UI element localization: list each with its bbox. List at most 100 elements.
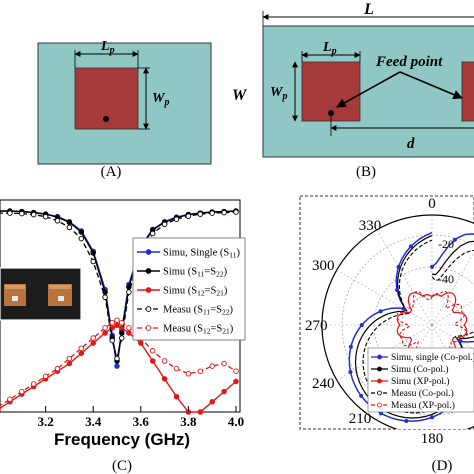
- series-point-1: [66, 219, 73, 226]
- caption-a: (A): [101, 164, 122, 180]
- series-point-3: [233, 209, 239, 215]
- series-point-3: [173, 216, 180, 222]
- panel-d: 0 330 300 270 240 210 180 -20 -40 Simu, single…: [299, 195, 474, 474]
- series-point-4: [78, 345, 85, 352]
- series-point-3: [109, 337, 115, 344]
- series-point-3: [7, 210, 13, 216]
- series-point-1: [78, 229, 85, 235]
- polar-angle-label: 270: [305, 318, 328, 334]
- feed-arrow-left: [336, 71, 401, 108]
- x-tick-label: 3.4: [85, 414, 102, 429]
- series-point-3: [114, 355, 120, 362]
- legend-label: Measu (S11=S22): [163, 305, 233, 317]
- series-point-2: [161, 376, 168, 382]
- polar-angle-label: 210: [349, 411, 372, 427]
- inset-photo: [0, 267, 82, 321]
- series-point-4: [102, 325, 108, 331]
- series-point-4: [221, 360, 227, 367]
- series-point-4: [119, 320, 125, 326]
- polar-legend-label: Simu (Co-pol.): [391, 364, 449, 375]
- series-point-2: [102, 330, 108, 336]
- polar-legend-label: Measu (XP-pol.): [391, 400, 455, 411]
- series-point-2: [114, 322, 120, 329]
- caption-d: (D): [432, 458, 453, 474]
- wp-label-a: Wp: [152, 91, 169, 108]
- series-point-2: [221, 388, 227, 395]
- polar-point: [408, 244, 413, 249]
- series-point-3: [161, 221, 168, 228]
- lp-label-b: Lp: [322, 40, 337, 57]
- series-point-3: [149, 230, 156, 237]
- series-point-2: [173, 393, 180, 400]
- feed-arrow-right: [399, 71, 463, 100]
- series-point-2: [197, 409, 204, 415]
- series-point-3: [221, 209, 227, 216]
- series-point-4: [19, 388, 25, 395]
- panel-b: L W Lp Wp Feed point d (B): [232, 1, 474, 180]
- series-point-1: [126, 284, 132, 290]
- series-point-2: [66, 360, 73, 367]
- polar-series-measu-co: [362, 239, 474, 414]
- radial-label-40: -40: [438, 272, 454, 286]
- radial-label-20: -20: [438, 237, 454, 251]
- wp-label-b: Wp: [270, 85, 287, 102]
- series-point-3: [30, 211, 37, 218]
- series-point-4: [109, 320, 115, 326]
- series-point-0: [114, 363, 120, 369]
- polar-angle-label: 300: [312, 258, 335, 274]
- series-point-3: [42, 213, 49, 220]
- series-point-4: [149, 348, 156, 354]
- polar-point: [378, 309, 383, 314]
- polar-legend-label: Measu (Co-pol.): [391, 388, 454, 399]
- polar-legend-label: Simu (XP-pol.): [391, 376, 450, 387]
- feed-point-a: [103, 116, 109, 122]
- polar-point: [348, 344, 353, 349]
- lp-label-a: Lp: [100, 39, 115, 56]
- polar-angle-label: 180: [421, 431, 444, 447]
- caption-c: (C): [112, 458, 132, 474]
- caption-b: (B): [356, 164, 376, 180]
- W-label-b: W: [232, 87, 248, 104]
- series-point-2: [78, 350, 85, 357]
- polar-point: [430, 415, 434, 420]
- polar-angle-label: 240: [312, 376, 335, 392]
- plot-series-c: [0, 208, 239, 415]
- polar-legend-label: Simu, single (Co-pol.): [391, 352, 474, 363]
- polar-angle-label: 330: [359, 218, 382, 234]
- series-point-4: [54, 365, 61, 372]
- substrate-b: [262, 25, 474, 158]
- series-point-3: [119, 335, 125, 341]
- series-point-4: [185, 371, 192, 377]
- polar-point: [452, 237, 457, 242]
- series-point-4: [66, 355, 73, 362]
- polar-point: [396, 264, 401, 269]
- panel-a: Lp Wp (A): [37, 39, 212, 180]
- series-point-4: [90, 335, 96, 341]
- x-ticks-c: 3.2 3.4 3.6 3.8 4.0: [37, 406, 244, 429]
- polar-angle-label: 0: [428, 196, 436, 212]
- series-point-2: [138, 340, 144, 346]
- series-point-4: [173, 365, 180, 372]
- patch-b-right: [461, 61, 474, 122]
- series-point-2: [90, 340, 96, 346]
- x-tick-label: 3.8: [180, 414, 197, 429]
- panel-c: 3.2 3.4 3.6 3.8 4.0 Frequency (GHz) Simu, Si…: [0, 199, 246, 474]
- polar-point: [359, 323, 364, 327]
- polar-point: [404, 418, 409, 423]
- d-label-b: d: [407, 136, 415, 152]
- x-tick-label: 3.6: [133, 414, 150, 429]
- x-tick-label: 3.2: [37, 414, 53, 429]
- series-point-4: [30, 381, 37, 387]
- series-point-3: [126, 289, 132, 295]
- series-point-3: [197, 211, 204, 217]
- series-point-1: [90, 250, 96, 256]
- legend-label: Simu (S11=S22): [163, 267, 228, 279]
- series-point-3: [185, 213, 192, 219]
- polar-point: [359, 393, 364, 398]
- series-point-2: [233, 378, 239, 385]
- legend-label: Measu (S12=S21): [163, 324, 234, 336]
- series-point-2: [209, 399, 215, 405]
- polar-point: [458, 339, 463, 344]
- legend-label: Simu (S12=S21): [163, 286, 228, 298]
- polar-point: [395, 288, 400, 293]
